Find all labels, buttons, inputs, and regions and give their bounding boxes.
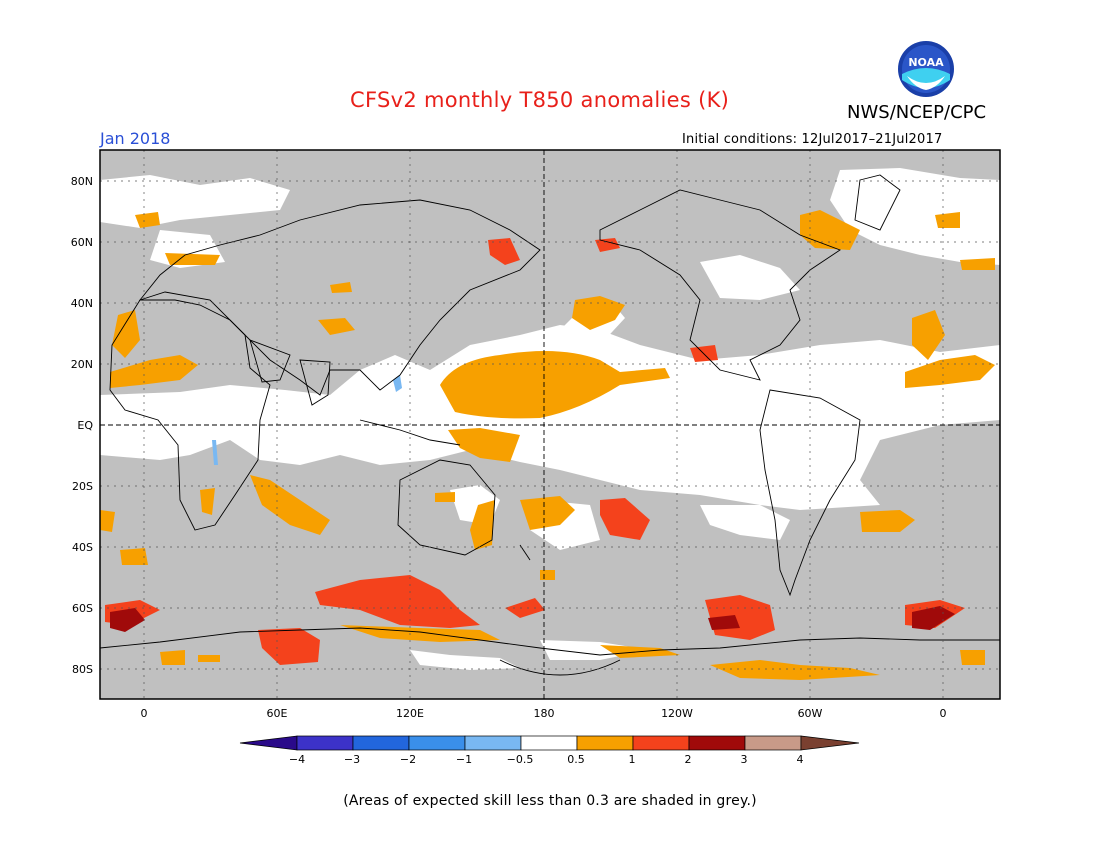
chart-title: CFSv2 monthly T850 anomalies (K): [350, 88, 730, 112]
lat-label: 80S: [72, 663, 93, 676]
anomaly-2-3-regions: [110, 606, 955, 632]
initial-conditions: Initial conditions: 12Jul2017–21Jul2017: [682, 132, 943, 147]
gridlines: [100, 150, 1000, 699]
equator-and-dateline: [100, 150, 1000, 699]
lon-label: 120W: [661, 707, 693, 720]
logo-text: NOAA: [908, 56, 944, 69]
lat-label: 80N: [71, 175, 93, 188]
latitude-labels: 80N 60N 40N 20N EQ 20S 40S 60S 80S: [71, 175, 94, 676]
footnote: (Areas of expected skill less than 0.3 a…: [343, 793, 757, 809]
map-frame: [99, 149, 1001, 700]
lon-label: 0: [940, 707, 947, 720]
lon-label: 120E: [396, 707, 424, 720]
noaa-logo-icon: NOAA: [898, 41, 954, 97]
lat-label: 20N: [71, 358, 93, 371]
anomaly-neg-regions: [212, 375, 402, 465]
lon-label: 60W: [798, 707, 823, 720]
lat-label: 40S: [72, 541, 93, 554]
lon-label: 180: [534, 707, 555, 720]
lat-label: 40N: [71, 297, 93, 310]
lat-label: 60N: [71, 236, 93, 249]
lon-label: 0: [141, 707, 148, 720]
longitude-labels: 0 60E 120E 180 120W 60W 0: [141, 707, 947, 720]
lon-label: 60E: [267, 707, 288, 720]
lat-label: 60S: [72, 602, 93, 615]
forecast-month: Jan 2018: [100, 129, 171, 148]
lat-label: EQ: [77, 419, 93, 432]
agency-label: NWS/NCEP/CPC: [847, 102, 987, 123]
lat-label: 20S: [72, 480, 93, 493]
